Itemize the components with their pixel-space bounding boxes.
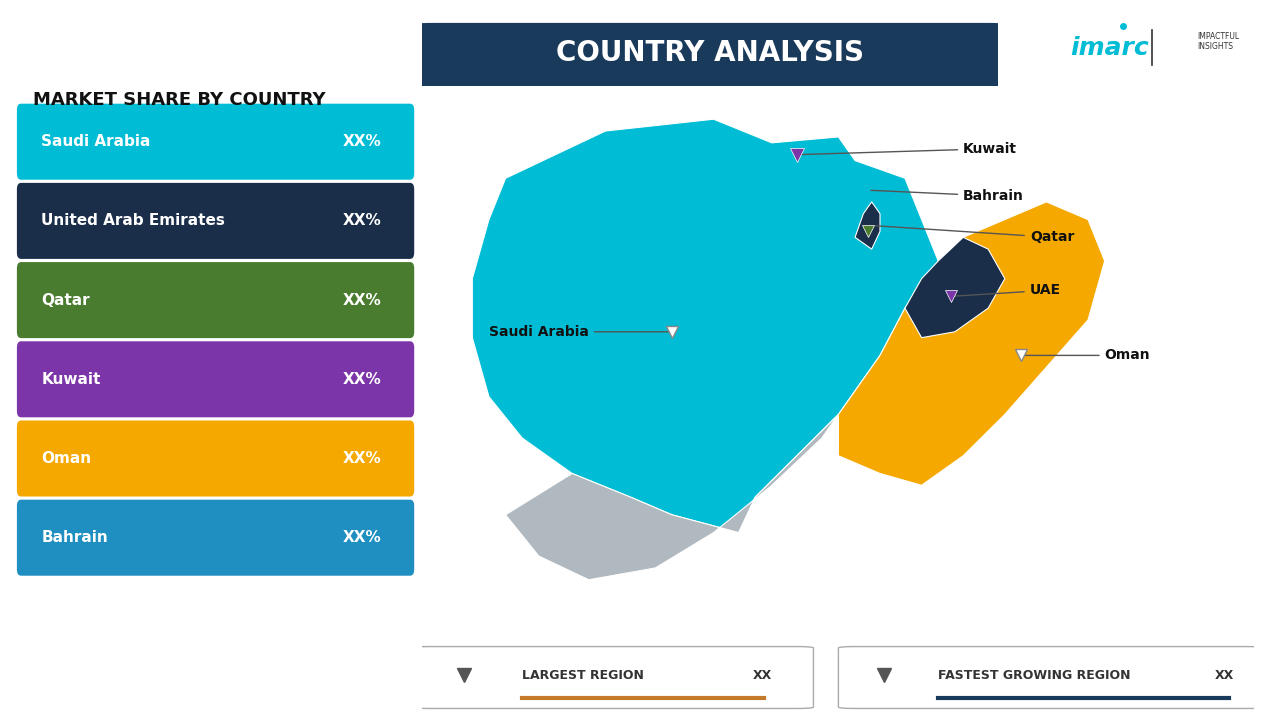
- Text: XX%: XX%: [343, 530, 381, 545]
- Text: Kuwait: Kuwait: [41, 372, 101, 387]
- Text: FASTEST GROWING REGION: FASTEST GROWING REGION: [938, 669, 1130, 682]
- Text: Saudi Arabia: Saudi Arabia: [41, 134, 151, 149]
- FancyBboxPatch shape: [415, 647, 814, 708]
- Text: Oman: Oman: [1024, 348, 1151, 362]
- FancyBboxPatch shape: [17, 420, 415, 497]
- Text: COUNTRY ANALYSIS: COUNTRY ANALYSIS: [557, 39, 864, 67]
- Text: imarc: imarc: [1070, 35, 1149, 60]
- Text: Oman: Oman: [41, 451, 92, 466]
- FancyBboxPatch shape: [838, 647, 1262, 708]
- Polygon shape: [506, 415, 838, 580]
- FancyBboxPatch shape: [17, 183, 415, 259]
- Text: Bahrain: Bahrain: [41, 530, 109, 545]
- Polygon shape: [472, 120, 938, 533]
- Text: XX%: XX%: [343, 134, 381, 149]
- Text: Bahrain: Bahrain: [869, 189, 1024, 203]
- Text: Saudi Arabia: Saudi Arabia: [489, 325, 669, 339]
- Text: XX: XX: [1215, 669, 1234, 682]
- Text: UAE: UAE: [954, 284, 1061, 297]
- Polygon shape: [905, 238, 1005, 338]
- FancyBboxPatch shape: [17, 341, 415, 418]
- Polygon shape: [838, 202, 1105, 485]
- FancyBboxPatch shape: [17, 262, 415, 338]
- Text: XX%: XX%: [343, 213, 381, 228]
- FancyBboxPatch shape: [17, 104, 415, 180]
- Text: United Arab Emirates: United Arab Emirates: [41, 213, 225, 228]
- FancyBboxPatch shape: [404, 23, 1016, 86]
- Text: XX%: XX%: [343, 292, 381, 307]
- Text: Qatar: Qatar: [41, 292, 90, 307]
- Text: XX%: XX%: [343, 372, 381, 387]
- Text: LARGEST REGION: LARGEST REGION: [522, 669, 644, 682]
- Polygon shape: [855, 202, 881, 249]
- Text: Kuwait: Kuwait: [800, 142, 1018, 156]
- Text: IMPACTFUL
INSIGHTS: IMPACTFUL INSIGHTS: [1197, 32, 1239, 51]
- Text: MARKET SHARE BY COUNTRY: MARKET SHARE BY COUNTRY: [33, 91, 326, 109]
- Text: XX%: XX%: [343, 451, 381, 466]
- Text: XX: XX: [753, 669, 772, 682]
- FancyBboxPatch shape: [17, 500, 415, 576]
- Text: Qatar: Qatar: [874, 225, 1074, 244]
